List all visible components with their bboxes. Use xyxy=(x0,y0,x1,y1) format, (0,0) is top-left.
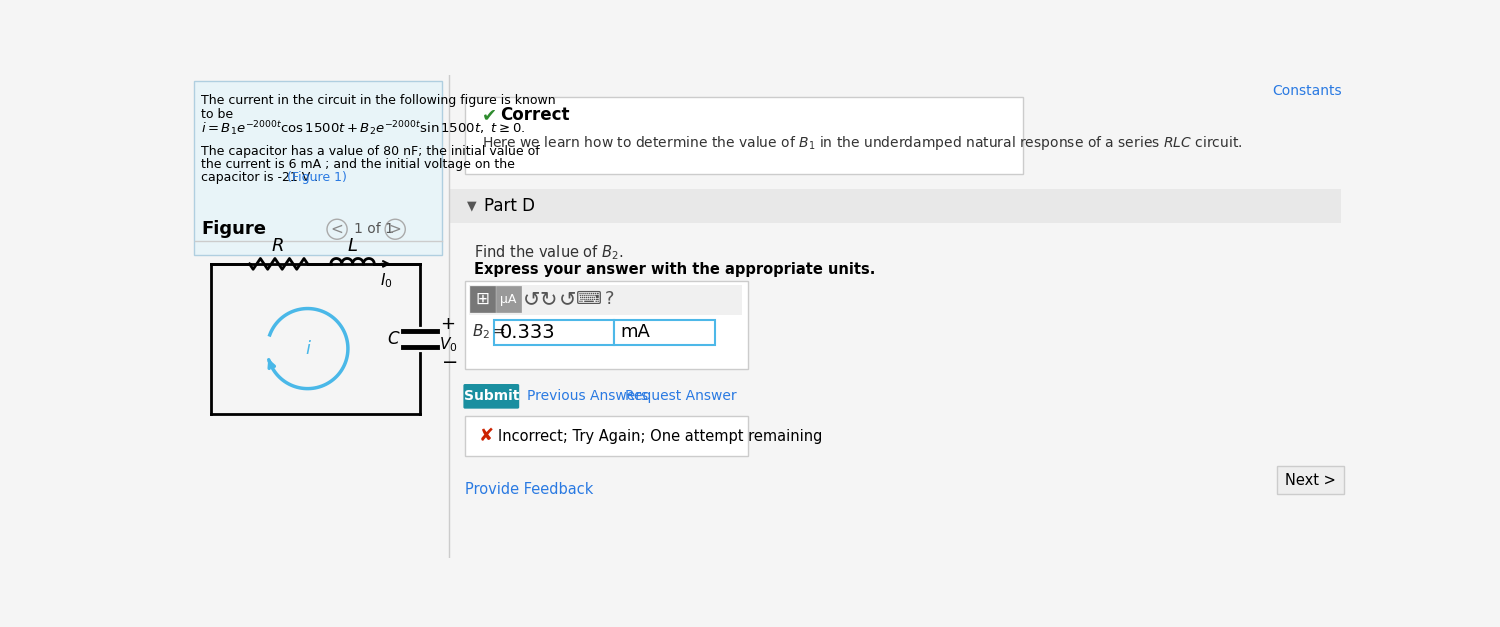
FancyBboxPatch shape xyxy=(194,82,441,255)
Text: The current in the circuit in the following figure is known: The current in the circuit in the follow… xyxy=(201,95,556,107)
Text: Constants: Constants xyxy=(1272,85,1342,98)
Text: $V_0$: $V_0$ xyxy=(440,336,458,354)
Text: Part D: Part D xyxy=(484,197,536,215)
Text: ↻: ↻ xyxy=(540,289,558,309)
Text: $B_2 =$: $B_2 =$ xyxy=(472,322,506,341)
FancyBboxPatch shape xyxy=(471,286,495,312)
FancyBboxPatch shape xyxy=(465,97,1023,174)
Text: Find the value of $B_2$.: Find the value of $B_2$. xyxy=(474,243,624,262)
Text: ⌨: ⌨ xyxy=(576,290,602,308)
Text: Figure: Figure xyxy=(201,220,267,238)
Text: ↺: ↺ xyxy=(524,289,540,309)
FancyBboxPatch shape xyxy=(465,281,748,369)
Text: ⊞: ⊞ xyxy=(476,290,489,308)
Text: −: − xyxy=(441,352,458,372)
Text: $I_0$: $I_0$ xyxy=(380,271,392,290)
Text: +: + xyxy=(440,315,454,332)
Text: Incorrect; Try Again; One attempt remaining: Incorrect; Try Again; One attempt remain… xyxy=(498,429,822,444)
FancyBboxPatch shape xyxy=(465,416,748,456)
Text: Next >: Next > xyxy=(1286,473,1336,488)
Text: The capacitor has a value of 80 nF; the initial value of: The capacitor has a value of 80 nF; the … xyxy=(201,145,540,157)
FancyBboxPatch shape xyxy=(494,320,614,345)
Text: 0.333: 0.333 xyxy=(500,323,555,342)
Text: (Figure 1): (Figure 1) xyxy=(286,171,346,184)
Text: i: i xyxy=(304,340,310,357)
Text: ✘: ✘ xyxy=(478,428,494,445)
Text: Previous Answers: Previous Answers xyxy=(526,389,648,403)
Text: Express your answer with the appropriate units.: Express your answer with the appropriate… xyxy=(474,261,876,277)
Text: mA: mA xyxy=(620,324,650,342)
FancyBboxPatch shape xyxy=(496,286,520,312)
Text: ↺: ↺ xyxy=(558,289,576,309)
Text: 1 of 1: 1 of 1 xyxy=(354,222,395,236)
FancyBboxPatch shape xyxy=(614,320,714,345)
Text: to be: to be xyxy=(201,108,234,120)
Text: $i = B_1 e^{-2000t}\cos 1500t + B_2 e^{-2000t}\sin 1500t,\ t \geq 0.$: $i = B_1 e^{-2000t}\cos 1500t + B_2 e^{-… xyxy=(201,119,525,138)
FancyBboxPatch shape xyxy=(470,285,742,315)
Text: Correct: Correct xyxy=(501,107,570,124)
Text: the current is 6 mA ; and the initial voltage on the: the current is 6 mA ; and the initial vo… xyxy=(201,157,516,171)
Text: Submit: Submit xyxy=(464,389,519,403)
FancyBboxPatch shape xyxy=(464,384,519,409)
Text: Provide Feedback: Provide Feedback xyxy=(465,482,594,497)
FancyBboxPatch shape xyxy=(1276,466,1344,494)
Text: C: C xyxy=(387,330,399,348)
Text: >: > xyxy=(388,222,402,237)
Text: ✔: ✔ xyxy=(482,107,496,124)
FancyBboxPatch shape xyxy=(450,75,1350,558)
Text: capacitor is -21 V .: capacitor is -21 V . xyxy=(201,171,318,184)
Text: Request Answer: Request Answer xyxy=(626,389,736,403)
Text: R: R xyxy=(272,236,285,255)
Text: <: < xyxy=(330,222,344,237)
Text: ▼: ▼ xyxy=(466,199,476,213)
Text: Here we learn how to determine the value of $B_1$ in the underdamped natural res: Here we learn how to determine the value… xyxy=(482,134,1242,152)
FancyBboxPatch shape xyxy=(450,189,1341,223)
Text: L: L xyxy=(348,236,357,255)
Text: ?: ? xyxy=(604,290,615,308)
Text: μA: μA xyxy=(500,293,516,306)
